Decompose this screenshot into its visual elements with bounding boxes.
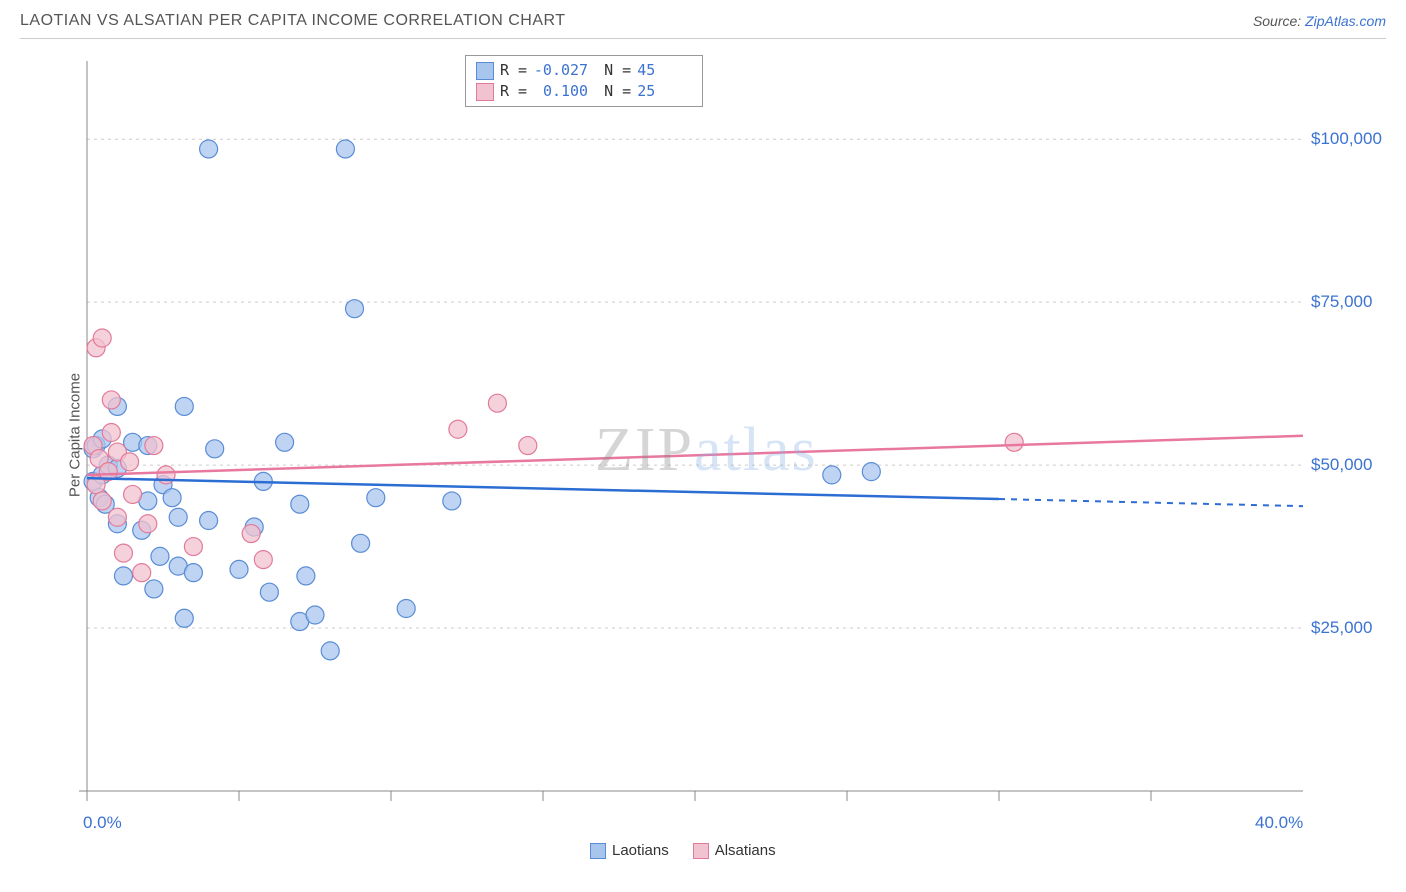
stat-n-value: 25 <box>637 81 692 102</box>
scatter-point <box>114 567 132 585</box>
stats-row: R = 0.100 N = 25 <box>476 81 692 102</box>
header-divider <box>20 38 1386 39</box>
scatter-point <box>297 567 315 585</box>
scatter-point <box>488 394 506 412</box>
chart-title: LAOTIAN VS ALSATIAN PER CAPITA INCOME CO… <box>20 12 566 30</box>
chart-area: Per Capita Income ZIPatlas R =-0.027N =4… <box>55 55 1315 815</box>
scatter-point <box>230 560 248 578</box>
scatter-point <box>206 440 224 458</box>
scatter-point <box>336 140 354 158</box>
scatter-point <box>443 492 461 510</box>
scatter-point <box>163 489 181 507</box>
scatter-point <box>169 508 187 526</box>
scatter-point <box>449 420 467 438</box>
correlation-stats-box: R = -0.027 N = 45 R = 0.100 N = 25 <box>465 55 703 107</box>
stat-n-label: N = <box>604 81 631 102</box>
scatter-point <box>124 485 142 503</box>
stat-r-value: 0.100 <box>533 81 588 102</box>
scatter-point <box>93 492 111 510</box>
y-tick-label: $25,000 <box>1311 618 1372 638</box>
scatter-point <box>145 580 163 598</box>
scatter-point <box>200 512 218 530</box>
stats-row: R = -0.027 N = 45 <box>476 60 692 81</box>
scatter-point <box>321 642 339 660</box>
scatter-point <box>133 564 151 582</box>
scatter-point <box>242 525 260 543</box>
scatter-point <box>1005 433 1023 451</box>
scatter-point <box>121 453 139 471</box>
legend-swatch <box>590 843 606 859</box>
scatter-point <box>175 397 193 415</box>
scatter-point <box>254 551 272 569</box>
scatter-point <box>108 508 126 526</box>
scatter-point <box>367 489 385 507</box>
scatter-point <box>346 300 364 318</box>
stat-r-label: R = <box>500 60 527 81</box>
legend-swatch <box>693 843 709 859</box>
chart-header: LAOTIAN VS ALSATIAN PER CAPITA INCOME CO… <box>0 0 1406 38</box>
scatter-point <box>184 564 202 582</box>
stat-n-value: 45 <box>637 60 692 81</box>
regression-line-dash <box>999 499 1303 506</box>
scatter-point <box>93 329 111 347</box>
stat-r-value: -0.027 <box>533 60 588 81</box>
y-tick-label: $100,000 <box>1311 129 1382 149</box>
bottom-legend: Laotians Alsatians <box>590 842 776 859</box>
scatter-point <box>862 463 880 481</box>
legend-item: Laotians <box>590 842 669 859</box>
source-link[interactable]: ZipAtlas.com <box>1305 13 1386 29</box>
scatter-point <box>102 391 120 409</box>
scatter-plot <box>55 55 1315 815</box>
scatter-point <box>200 140 218 158</box>
scatter-point <box>151 547 169 565</box>
legend-item: Alsatians <box>693 842 776 859</box>
scatter-point <box>291 495 309 513</box>
x-tick-label: 0.0% <box>83 813 122 833</box>
legend-label: Alsatians <box>715 842 776 859</box>
scatter-point <box>823 466 841 484</box>
legend-label: Laotians <box>612 842 669 859</box>
scatter-point <box>260 583 278 601</box>
scatter-point <box>352 534 370 552</box>
regression-line <box>87 478 999 499</box>
scatter-point <box>139 515 157 533</box>
y-tick-label: $75,000 <box>1311 292 1372 312</box>
series-swatch <box>476 62 494 80</box>
scatter-point <box>306 606 324 624</box>
scatter-point <box>114 544 132 562</box>
chart-source: Source: ZipAtlas.com <box>1253 13 1386 29</box>
scatter-point <box>519 437 537 455</box>
scatter-point <box>184 538 202 556</box>
y-tick-label: $50,000 <box>1311 455 1372 475</box>
regression-line <box>87 436 1303 475</box>
stat-n-label: N = <box>604 60 631 81</box>
series-swatch <box>476 83 494 101</box>
scatter-point <box>276 433 294 451</box>
x-tick-label: 40.0% <box>1255 813 1303 833</box>
scatter-point <box>175 609 193 627</box>
scatter-point <box>102 424 120 442</box>
scatter-point <box>397 600 415 618</box>
scatter-point <box>145 437 163 455</box>
stat-r-label: R = <box>500 81 527 102</box>
